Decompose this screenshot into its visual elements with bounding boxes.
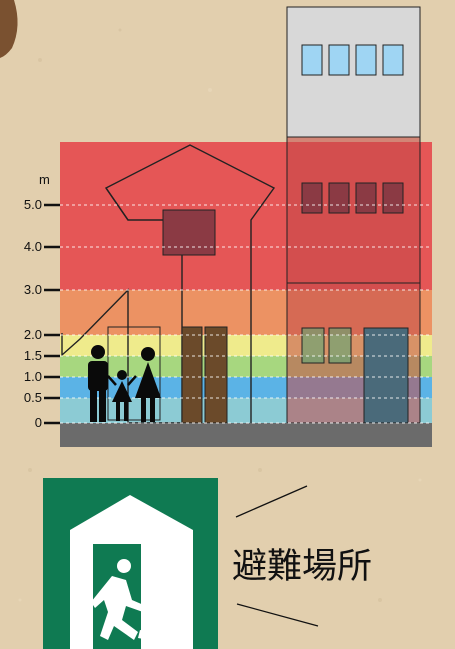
family-figures [88, 345, 161, 422]
house-window [162, 209, 216, 256]
sign-pointer-line-top [235, 485, 308, 518]
window [328, 44, 350, 76]
upper-windows [301, 44, 404, 76]
sign-pointer-line-bottom [236, 603, 319, 627]
depth-tick-label: 0.5 [24, 390, 42, 405]
running-person-exit-icon [91, 559, 146, 640]
evacuation-shelter-label: 避難場所 [232, 547, 372, 587]
depth-tick-label: 1.0 [24, 369, 42, 384]
window [355, 44, 377, 76]
window [301, 327, 325, 364]
depth-unit-label: m [39, 172, 50, 187]
window [355, 182, 377, 214]
house-left-wall [105, 187, 129, 221]
window [328, 182, 350, 214]
depth-tick-label: 2.0 [24, 327, 42, 342]
child-figure [107, 370, 137, 421]
building-door [363, 327, 409, 424]
paper-texture [18, 28, 422, 602]
window [382, 44, 404, 76]
running-person-exit-icon-leg [138, 630, 163, 642]
depth-tick-label: 5.0 [24, 197, 42, 212]
ground-strip [60, 423, 432, 447]
house-door-left [181, 326, 203, 424]
evacuation-shelter-sign [43, 478, 218, 649]
depth-tick-label: 3.0 [24, 282, 42, 297]
depth-tick-label: 4.0 [24, 239, 42, 254]
depth-tick-label: 1.5 [24, 348, 42, 363]
window [301, 44, 323, 76]
window [301, 182, 323, 214]
mother-figure [135, 347, 161, 422]
depth-tick-label: 0 [35, 415, 42, 430]
house-door-right [204, 326, 228, 424]
window [382, 182, 404, 214]
father-figure [88, 345, 108, 422]
window [328, 327, 352, 364]
corner-ornament [0, 0, 18, 58]
